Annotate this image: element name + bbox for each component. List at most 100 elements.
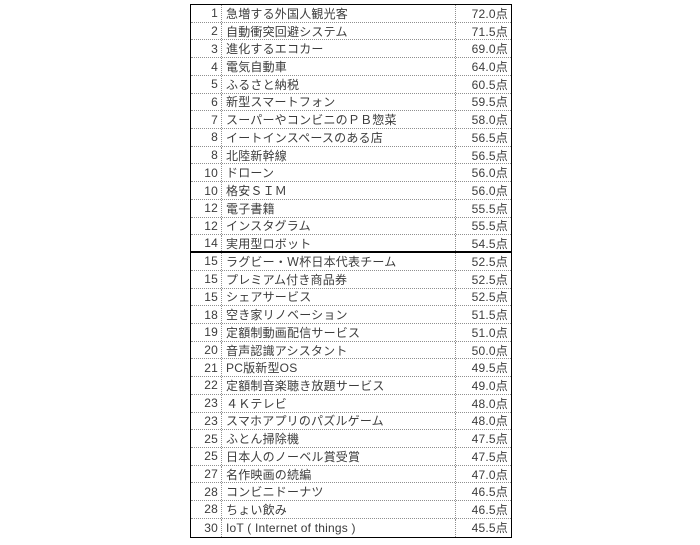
name-cell: スマホアプリのパズルゲーム <box>221 412 455 430</box>
score-cell: 56.5点 <box>455 146 511 164</box>
table-row: 8 イートインスペースのある店 56.5点 <box>191 129 511 147</box>
table-row: 25 日本人のノーベル賞受賞 47.5点 <box>191 447 511 466</box>
rank-cell: 14 <box>204 236 218 251</box>
rank-cell: 10 <box>204 183 218 198</box>
name-cell: ４Ｋテレビ <box>221 394 455 412</box>
name-cell: プレミアム付き商品券 <box>221 270 455 288</box>
table-row: 12 インスタグラム 55.5点 <box>191 217 511 236</box>
table-row: 4 電気自動車 64.0点 <box>191 58 511 76</box>
table-row: 15 プレミアム付き商品券 52.5点 <box>191 270 511 289</box>
rank-cell: 2 <box>211 24 218 39</box>
ranking-table: 1 急増する外国人観光客 72.0点 2 自動衝突回避システム 71.5点 3 … <box>190 4 512 538</box>
score-cell: 58.0点 <box>455 111 511 129</box>
name-cell: 新型スマートフォン <box>221 93 455 111</box>
score-cell: 56.0点 <box>455 182 511 199</box>
name-cell: ドローン <box>221 164 455 182</box>
rank-cell: 25 <box>204 449 218 464</box>
rank-cell: 7 <box>211 112 218 127</box>
rank-cell: 23 <box>204 413 218 428</box>
score-cell: 71.5点 <box>455 22 511 40</box>
table-row: 18 空き家リノベーション 51.5点 <box>191 306 511 324</box>
rank-cell: 15 <box>204 272 218 287</box>
table-row: 10 ドローン 56.0点 <box>191 164 511 183</box>
name-cell: 実用型ロボット <box>221 235 455 252</box>
table-row: 28 ちょい飲み 46.5点 <box>191 501 511 519</box>
name-cell: PC版新型OS <box>221 359 455 377</box>
table-row: 21 PC版新型OS 49.5点 <box>191 359 511 378</box>
name-cell: 定額制音楽聴き放題サービス <box>221 377 455 394</box>
name-cell: 自動衝突回避システム <box>221 22 455 40</box>
score-cell: 64.0点 <box>455 58 511 75</box>
score-cell: 50.0点 <box>455 341 511 359</box>
name-cell: 名作映画の続編 <box>221 465 455 483</box>
table-row: 1 急増する外国人観光客 72.0点 <box>191 5 511 23</box>
name-cell: 格安ＳＩＭ <box>221 182 455 199</box>
rank-cell: 20 <box>204 343 218 358</box>
table-row: 6 新型スマートフォン 59.5点 <box>191 93 511 112</box>
rank-cell: 8 <box>211 148 218 163</box>
name-cell: ふとん掃除機 <box>221 430 455 447</box>
table-row: 23 スマホアプリのパズルゲーム 48.0点 <box>191 412 511 431</box>
rank-cell: 12 <box>204 218 218 233</box>
name-cell: ラグビー・Ｗ杯日本代表チーム <box>221 253 455 270</box>
table-row: 12 電子書籍 55.5点 <box>191 199 511 218</box>
score-cell: 56.0点 <box>455 164 511 182</box>
name-cell: 日本人のノーベル賞受賞 <box>221 447 455 465</box>
score-cell: 51.5点 <box>455 306 511 323</box>
table-row: 10 格安ＳＩＭ 56.0点 <box>191 182 511 200</box>
rank-cell: 27 <box>204 467 218 482</box>
table-row: 3 進化するエコカー 69.0点 <box>191 40 511 59</box>
score-cell: 47.5点 <box>455 430 511 447</box>
score-cell: 60.5点 <box>455 75 511 93</box>
table-row: 28 コンビニドーナツ 46.5点 <box>191 483 511 502</box>
rank-cell: 3 <box>211 41 218 56</box>
table-row: 2 自動衝突回避システム 71.5点 <box>191 22 511 41</box>
score-cell: 56.5点 <box>455 129 511 146</box>
rank-cell: 25 <box>204 431 218 446</box>
rank-cell: 15 <box>204 254 218 269</box>
score-cell: 55.5点 <box>455 199 511 217</box>
name-cell: 電気自動車 <box>221 58 455 75</box>
rank-cell: 22 <box>204 378 218 393</box>
table-row: 14 実用型ロボット 54.5点 <box>191 235 511 254</box>
name-cell: シェアサービス <box>221 288 455 306</box>
table-row: 7 スーパーやコンビニのＰＢ惣菜 58.0点 <box>191 111 511 130</box>
rank-cell: 23 <box>204 396 218 411</box>
rank-cell: 28 <box>204 484 218 499</box>
score-cell: 51.0点 <box>455 323 511 341</box>
score-cell: 47.5点 <box>455 447 511 465</box>
score-cell: 49.5点 <box>455 359 511 377</box>
score-cell: 48.0点 <box>455 394 511 412</box>
rank-cell: 8 <box>211 130 218 145</box>
name-cell: イートインスペースのある店 <box>221 129 455 146</box>
table-row: 15 シェアサービス 52.5点 <box>191 288 511 307</box>
score-cell: 47.0点 <box>455 465 511 483</box>
rank-cell: 18 <box>204 307 218 322</box>
score-cell: 46.5点 <box>455 483 511 501</box>
table-row: 20 音声認識アシスタント 50.0点 <box>191 341 511 360</box>
score-cell: 55.5点 <box>455 217 511 235</box>
rank-cell: 21 <box>204 360 218 375</box>
name-cell: 進化するエコカー <box>221 40 455 58</box>
rank-cell: 1 <box>211 6 218 21</box>
rank-cell: 12 <box>204 201 218 216</box>
score-cell: 52.5点 <box>455 270 511 288</box>
table-row: 27 名作映画の続編 47.0点 <box>191 465 511 484</box>
name-cell: インスタグラム <box>221 217 455 235</box>
rank-cell: 15 <box>204 289 218 304</box>
name-cell: ふるさと納税 <box>221 75 455 93</box>
rank-cell: 19 <box>204 325 218 340</box>
table-row: 23 ４Ｋテレビ 48.0点 <box>191 394 511 413</box>
rank-cell: 4 <box>211 59 218 74</box>
score-cell: 45.5点 <box>455 518 511 537</box>
table-row: 22 定額制音楽聴き放題サービス 49.0点 <box>191 377 511 395</box>
score-cell: 49.0点 <box>455 377 511 394</box>
rank-cell: 10 <box>204 165 218 180</box>
name-cell: 定額制動画配信サービス <box>221 323 455 341</box>
score-cell: 59.5点 <box>455 93 511 111</box>
table-row: 19 定額制動画配信サービス 51.0点 <box>191 323 511 342</box>
name-cell: スーパーやコンビニのＰＢ惣菜 <box>221 111 455 129</box>
rank-cell: 28 <box>204 502 218 517</box>
rank-cell: 30 <box>204 520 218 535</box>
score-cell: 52.5点 <box>455 288 511 306</box>
